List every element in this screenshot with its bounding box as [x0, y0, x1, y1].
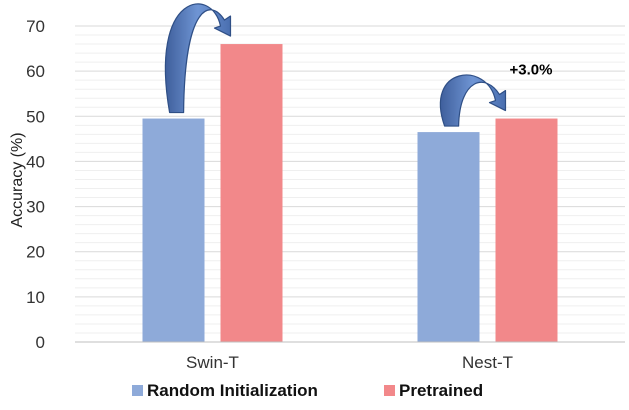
curved-arrow-icon — [164, 3, 232, 114]
bar-random-initialization-nest-t — [417, 132, 480, 342]
y-tick-label: 30 — [26, 198, 45, 217]
y-tick-label: 50 — [26, 107, 45, 126]
legend-label: Pretrained — [399, 381, 483, 400]
improvement-label: +16.4% — [235, 0, 286, 4]
legend: Random Initialization Pretrained — [132, 381, 483, 400]
y-axis-label: Accuracy (%) — [9, 132, 26, 227]
y-tick-label: 0 — [36, 333, 45, 352]
legend-swatch — [384, 385, 395, 396]
x-category-label: Swin-T — [186, 353, 239, 372]
bar-pretrained-swin-t — [220, 44, 283, 343]
x-category-label: Nest-T — [462, 353, 513, 372]
curved-arrow-icon — [439, 74, 507, 127]
bar-random-initialization-swin-t — [142, 118, 205, 343]
y-tick-label: 70 — [26, 17, 45, 36]
legend-swatch — [132, 385, 143, 396]
category-labels: Swin-T Nest-T — [186, 353, 513, 372]
improvement-label: +3.0% — [510, 62, 553, 79]
bars — [142, 44, 558, 343]
annotations: +16.4% +3.0% — [164, 0, 553, 127]
y-tick-label: 40 — [26, 152, 45, 171]
y-tick-label: 20 — [26, 243, 45, 262]
y-tick-label: 60 — [26, 62, 45, 81]
legend-label: Random Initialization — [147, 381, 318, 400]
y-axis-ticks: 0 10 20 30 40 50 60 70 — [26, 17, 45, 352]
bar-pretrained-nest-t — [495, 118, 558, 343]
y-tick-label: 10 — [26, 288, 45, 307]
